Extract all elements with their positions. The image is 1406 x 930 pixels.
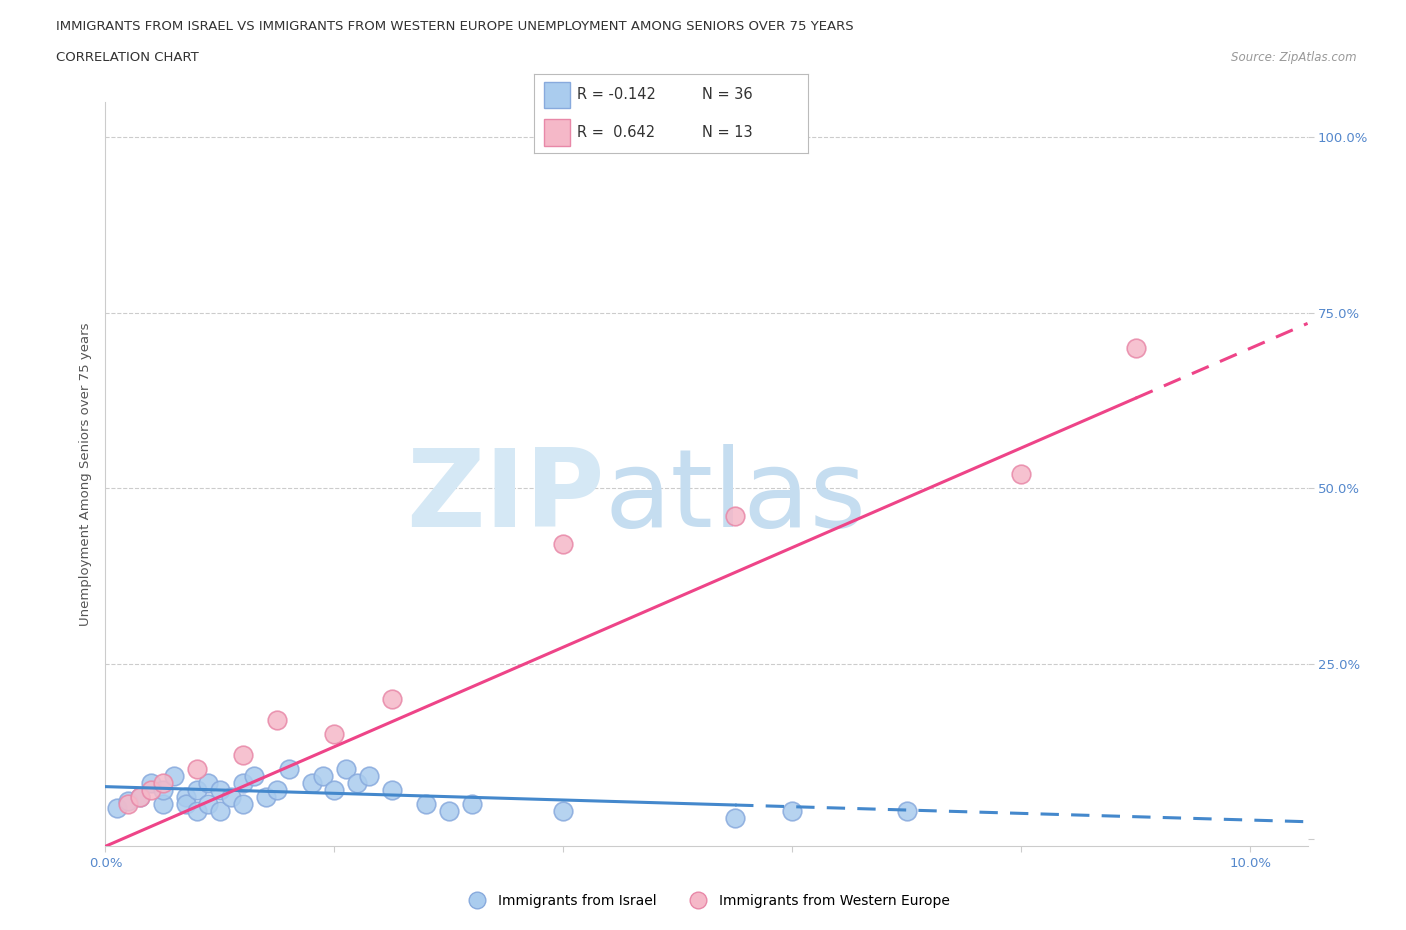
Point (128, 790, 150, 804)
Point (896, 804, 918, 818)
Point (117, 793, 139, 808)
Point (437, 804, 460, 818)
Point (163, 769, 186, 784)
Point (266, 712, 288, 727)
Point (117, 797, 139, 812)
Point (346, 776, 368, 790)
Point (335, 762, 357, 777)
Point (128, 790, 150, 804)
Text: R =  0.642: R = 0.642 (576, 125, 655, 140)
Point (152, 776, 174, 790)
Point (357, 769, 380, 784)
Point (208, 804, 231, 818)
Text: Source: ZipAtlas.com: Source: ZipAtlas.com (1232, 51, 1357, 64)
Text: N = 36: N = 36 (702, 87, 752, 102)
Point (381, 692, 404, 707)
Point (323, 726, 346, 741)
Point (232, 797, 254, 812)
Point (254, 790, 277, 804)
Point (186, 804, 208, 818)
Bar (544, 119, 569, 146)
Text: ZIP: ZIP (406, 444, 605, 550)
Point (221, 790, 243, 804)
Point (197, 797, 219, 812)
Text: CORRELATION CHART: CORRELATION CHART (56, 51, 200, 64)
Point (141, 776, 163, 790)
Point (277, 762, 299, 777)
Text: atlas: atlas (605, 444, 866, 550)
Point (461, 797, 484, 812)
Point (152, 797, 174, 812)
Point (301, 776, 323, 790)
Point (415, 797, 437, 812)
Point (1010, 467, 1032, 482)
Point (232, 748, 254, 763)
Text: N = 13: N = 13 (702, 125, 752, 140)
Point (381, 783, 404, 798)
Bar (544, 82, 569, 108)
Text: IMMIGRANTS FROM ISRAEL VS IMMIGRANTS FROM WESTERN EUROPE UNEMPLOYMENT AMONG SENI: IMMIGRANTS FROM ISRAEL VS IMMIGRANTS FRO… (56, 20, 853, 33)
Point (243, 769, 266, 784)
Text: R = -0.142: R = -0.142 (576, 87, 655, 102)
Y-axis label: Unemployment Among Seniors over 75 years: Unemployment Among Seniors over 75 years (79, 323, 91, 626)
Point (232, 776, 254, 790)
Point (553, 804, 575, 818)
Point (323, 783, 346, 798)
Point (197, 776, 219, 790)
Point (174, 790, 197, 804)
Point (208, 783, 231, 798)
Point (105, 800, 128, 815)
Point (724, 509, 747, 524)
Point (782, 804, 804, 818)
Point (186, 762, 208, 777)
Point (312, 769, 335, 784)
Point (266, 783, 288, 798)
Point (152, 783, 174, 798)
Point (1125, 340, 1147, 355)
Point (186, 783, 208, 798)
Point (724, 811, 747, 826)
Point (141, 783, 163, 798)
Legend: Immigrants from Israel, Immigrants from Western Europe: Immigrants from Israel, Immigrants from … (457, 889, 956, 914)
Point (553, 537, 575, 551)
Point (174, 797, 197, 812)
